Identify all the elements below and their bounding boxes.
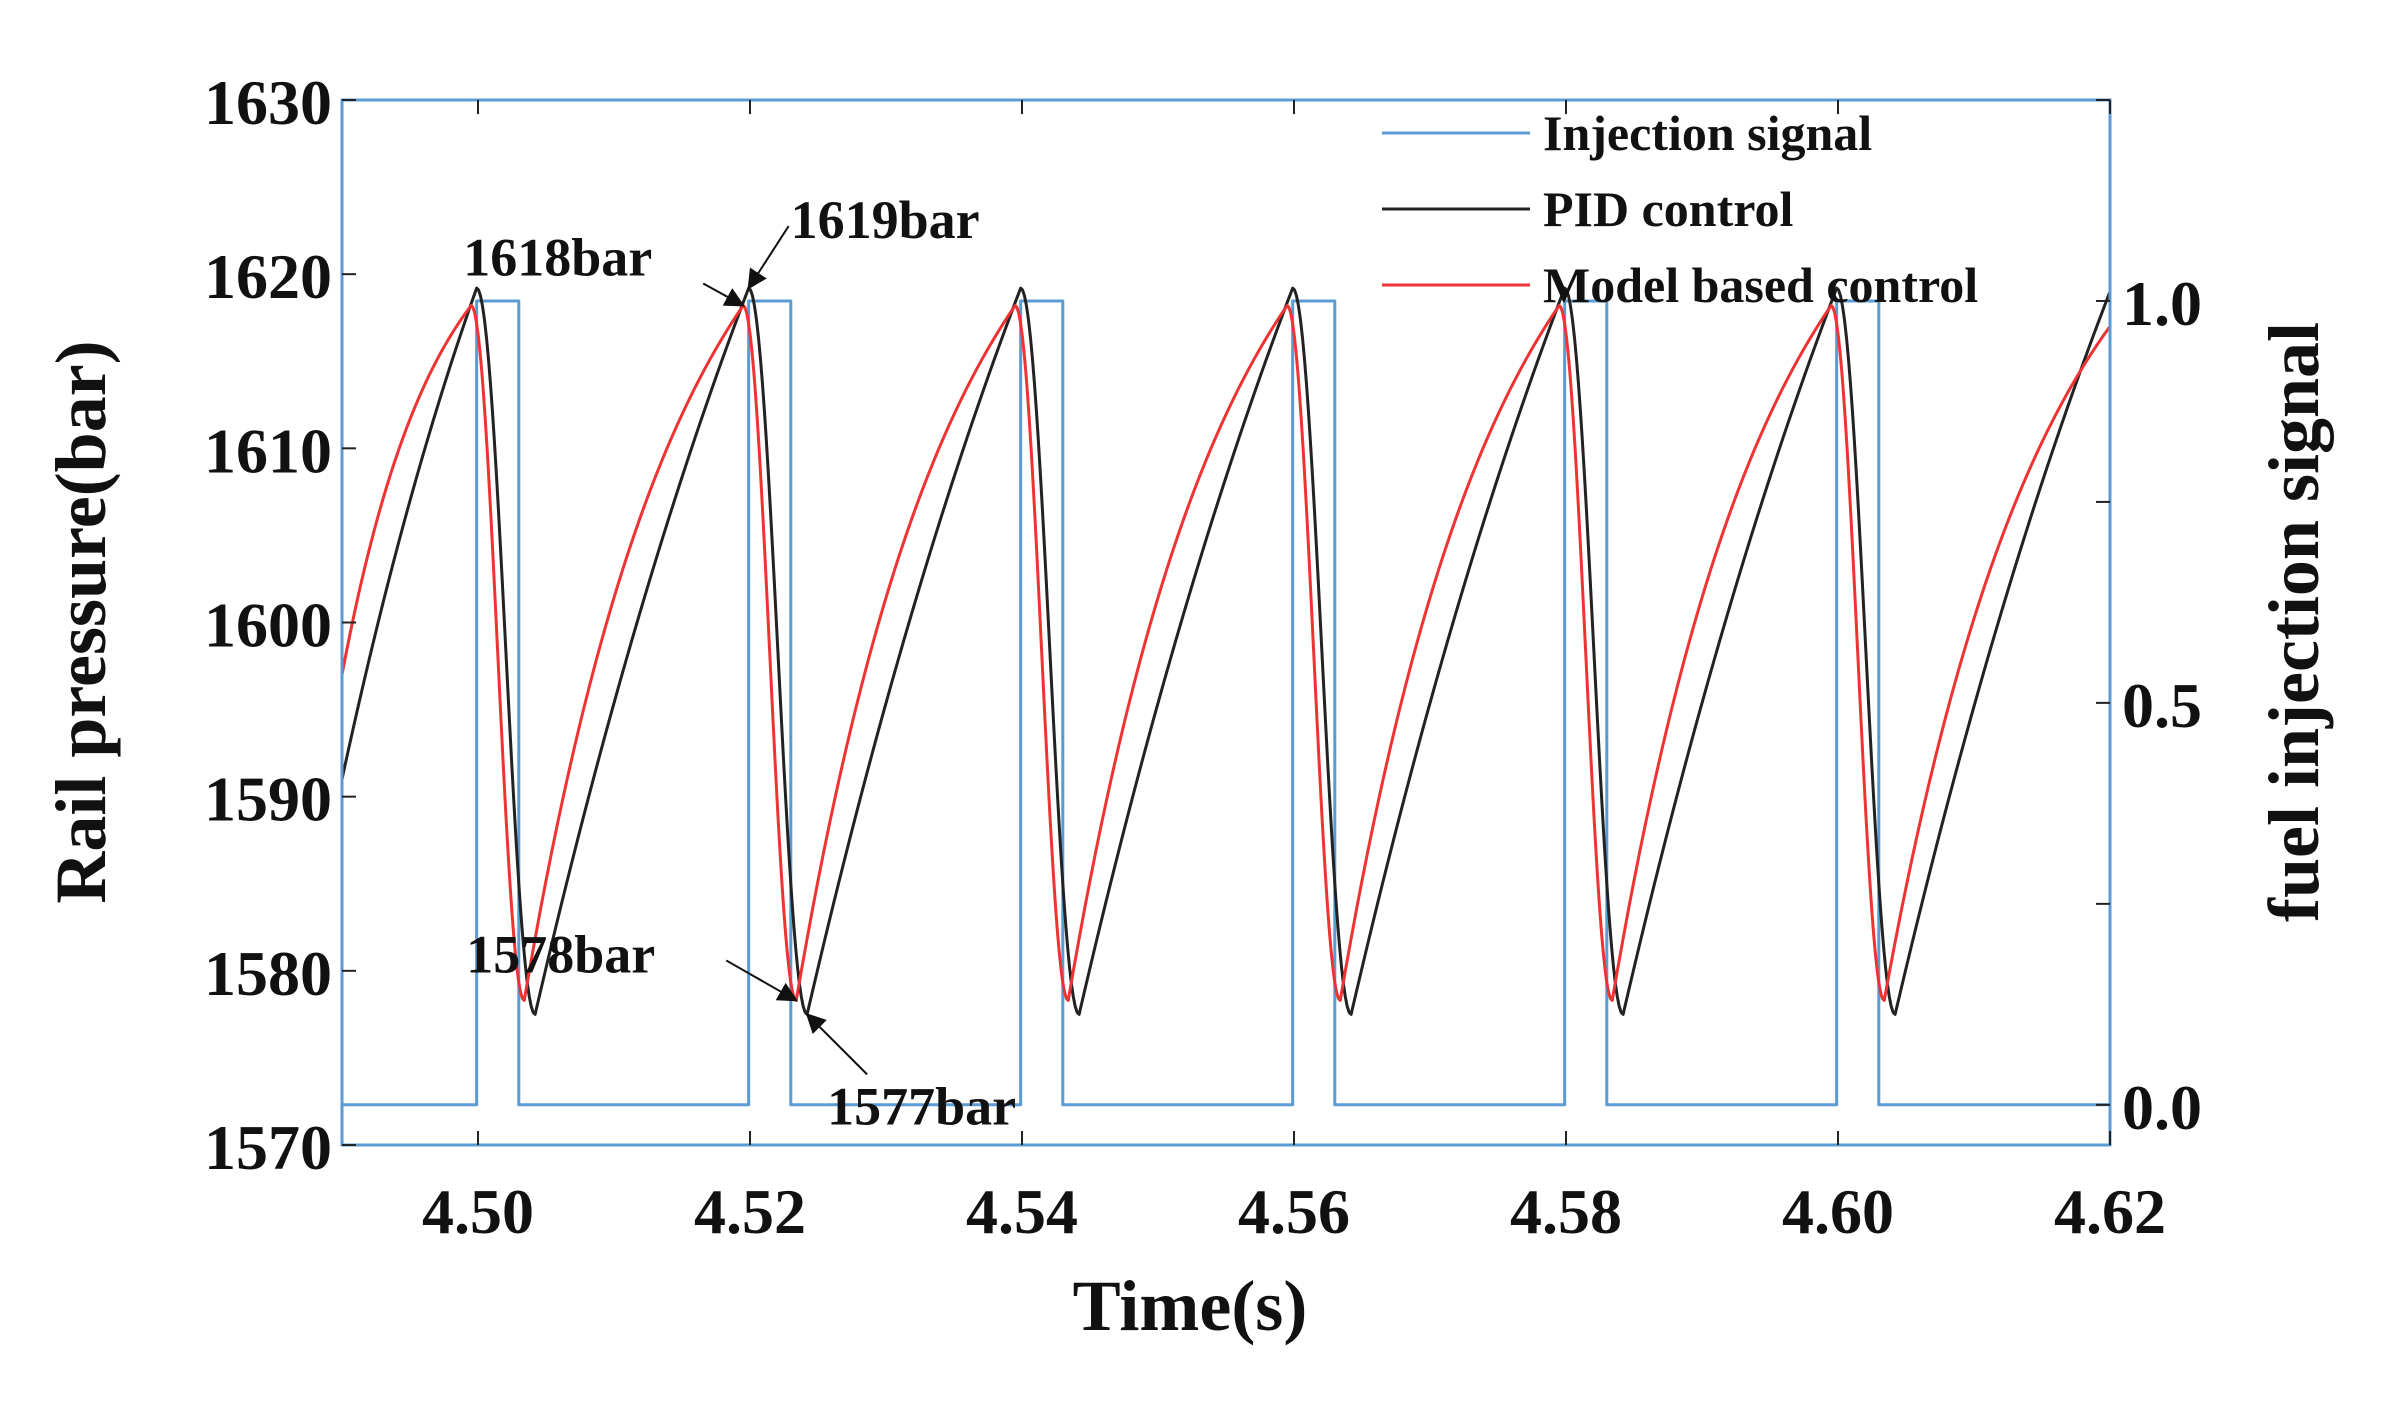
- annotation-label: 1577bar: [827, 1076, 1016, 1136]
- annotation-arrow: [725, 959, 798, 1002]
- y-axis-title: Rail pressure(bar): [41, 340, 121, 903]
- axis-ticks: 4.50 4.52 4.54 4.56 4.58 4.60 4.62 1570 1580 1590…: [204, 67, 2202, 1247]
- annotation-arrow: [805, 1012, 868, 1076]
- annotations: 1618bar 1619bar 1578bar 1577bar: [463, 190, 1016, 1136]
- annotation-label: 1619bar: [791, 190, 980, 250]
- legend: Injection signal PID control Model based c…: [1382, 105, 1978, 313]
- series-line-injection-signal: [342, 299, 2110, 1107]
- y-tick-label: 1590: [204, 764, 332, 835]
- x-tick-label: 4.62: [2054, 1176, 2166, 1247]
- series-line-pid-control: [340, 286, 2112, 1016]
- annotation-label: 1618bar: [463, 228, 652, 288]
- legend-label-pid-control: PID control: [1543, 181, 1794, 237]
- y-tick-label: 1580: [204, 938, 332, 1009]
- x-tick-label: 4.50: [422, 1176, 534, 1247]
- y2-tick-label: 1.0: [2122, 268, 2202, 339]
- y-tick-label: 1620: [204, 241, 332, 312]
- series-lines: [340, 286, 2112, 1107]
- legend-label-model-based-control: Model based control: [1543, 257, 1978, 313]
- y-tick-label: 1570: [204, 1112, 332, 1183]
- x-tick-label: 4.52: [694, 1176, 806, 1247]
- y-tick-label: 1630: [204, 67, 332, 138]
- y-tick-label: 1600: [204, 590, 332, 661]
- x-tick-label: 4.54: [966, 1176, 1078, 1247]
- legend-label-injection-signal: Injection signal: [1543, 105, 1872, 161]
- x-tick-label: 4.56: [1238, 1176, 1350, 1247]
- annotation-arrow: [702, 282, 745, 307]
- x-tick-label: 4.58: [1510, 1176, 1622, 1247]
- x-tick-label: 4.60: [1782, 1176, 1894, 1247]
- y-tick-label: 1610: [204, 415, 332, 486]
- annotation-label: 1578bar: [466, 924, 655, 984]
- annotation-arrow: [747, 225, 790, 290]
- y2-axis-title: fuel injection signal: [2254, 322, 2334, 922]
- y2-tick-label: 0.5: [2122, 670, 2202, 741]
- series-line-model-based-control: [340, 304, 2112, 1002]
- y2-tick-label: 0.0: [2122, 1072, 2202, 1143]
- x-axis-title: Time(s): [1073, 1266, 1308, 1346]
